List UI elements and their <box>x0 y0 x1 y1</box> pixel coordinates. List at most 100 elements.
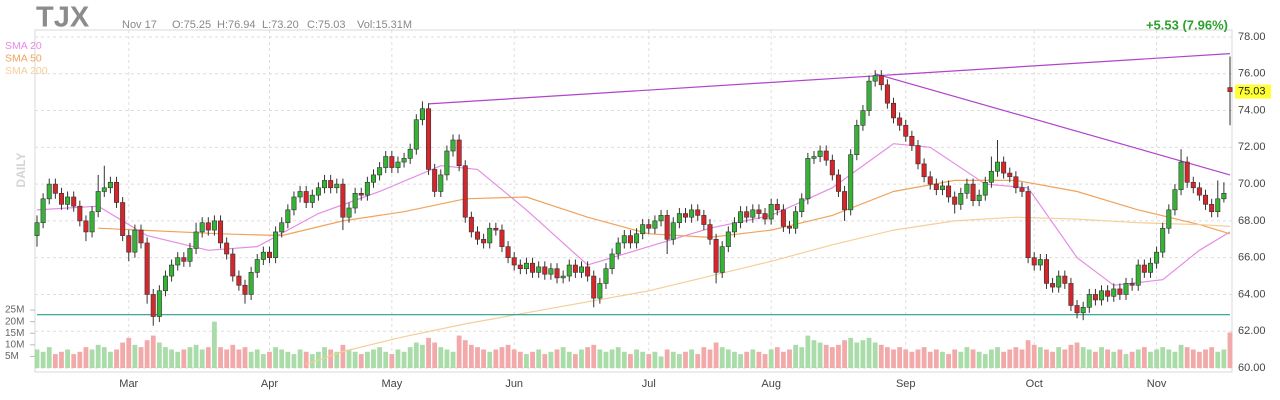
candle-body <box>1141 264 1147 273</box>
candle-body <box>560 275 566 279</box>
candle-body <box>230 253 236 277</box>
y-tick-label: 68.00 <box>1238 215 1266 227</box>
candle-body <box>474 231 480 240</box>
candle-body <box>468 216 474 233</box>
volume-bar <box>334 351 340 368</box>
volume-bar <box>676 354 682 368</box>
volume-bar <box>787 349 792 368</box>
volume-bar <box>1178 344 1184 368</box>
volume-bar <box>1123 354 1129 368</box>
price-tag-label: 75.03 <box>1238 86 1266 98</box>
candle-body <box>65 196 71 205</box>
candle-body <box>297 191 303 198</box>
volume-bar <box>59 351 64 368</box>
candle-body <box>260 251 266 260</box>
volume-bar <box>940 351 945 368</box>
candle-body <box>652 220 658 229</box>
volume-bar <box>866 337 872 368</box>
volume-bar <box>77 351 83 368</box>
change-text: +5.53 (7.96%) <box>1146 17 1228 32</box>
candle-body <box>523 262 529 269</box>
candle-body <box>585 266 591 277</box>
x-tick-label: Jun <box>505 378 523 390</box>
candle-body <box>646 224 652 229</box>
volume-bar <box>242 347 248 368</box>
candle-body <box>419 108 425 121</box>
candle-body <box>1172 189 1178 211</box>
volume-bar <box>817 342 823 368</box>
candle-body <box>138 229 144 244</box>
volume-bar <box>554 349 560 368</box>
volume-bar <box>224 349 230 368</box>
volume-bar <box>1068 344 1074 368</box>
open-text: O:75.25 <box>172 19 211 31</box>
candle-body <box>1105 290 1111 297</box>
candle-body <box>328 180 334 189</box>
volume-bar <box>438 347 444 368</box>
volume-bar <box>732 351 737 368</box>
volume-bar <box>71 354 77 368</box>
volume-bar <box>989 349 994 368</box>
candle-body <box>1196 187 1202 196</box>
volume-bar <box>352 351 358 368</box>
volume-bar <box>46 347 52 368</box>
candle-body <box>377 167 383 176</box>
trendline <box>428 53 1231 105</box>
low-text: L:73.20 <box>262 19 299 31</box>
volume-bar <box>328 349 334 368</box>
volume-bar <box>230 344 236 368</box>
volume-bar <box>297 349 303 368</box>
volume-bar <box>475 347 480 368</box>
candle-body <box>150 294 156 317</box>
candle-body <box>1068 283 1074 306</box>
volume-bar <box>1111 351 1117 368</box>
volume-bar <box>1190 349 1196 368</box>
candle-body <box>1074 305 1080 314</box>
volume-bar <box>530 351 535 368</box>
candle-body <box>878 75 884 86</box>
y-tick-label: 62.00 <box>1238 325 1266 337</box>
candle-body <box>322 180 328 189</box>
volume-bar <box>120 342 126 368</box>
candle-body <box>640 224 646 235</box>
x-tick-label: Aug <box>761 378 781 390</box>
candle-body <box>1190 181 1196 189</box>
candle-body <box>273 231 279 258</box>
volume-bar <box>915 349 921 368</box>
volume-bar <box>303 351 309 368</box>
candle-body <box>884 84 890 104</box>
candle-body <box>162 275 168 292</box>
candle-body <box>927 176 933 185</box>
volume-bar <box>762 354 768 368</box>
volume-bar <box>364 351 370 368</box>
candle-body <box>114 181 120 203</box>
candle-body <box>1154 251 1160 264</box>
volume-bar <box>1135 349 1141 368</box>
x-tick-label: May <box>381 378 402 390</box>
volume-tick-label: 15M <box>5 328 24 339</box>
volume-bar <box>640 351 646 368</box>
y-tick-label: 74.00 <box>1238 104 1266 116</box>
candle-body <box>1209 204 1215 212</box>
x-tick-label: Jul <box>642 378 656 390</box>
volume-bar <box>34 349 40 368</box>
candle-body <box>1178 161 1184 190</box>
candle-body <box>46 183 52 200</box>
volume-bar <box>1050 351 1055 368</box>
volume-bar <box>854 342 860 368</box>
high-text: H:76.94 <box>217 19 256 31</box>
volume-bar <box>615 347 621 368</box>
volume-bar <box>921 347 927 368</box>
candle-body <box>126 235 132 253</box>
candle-body <box>266 251 272 258</box>
volume-bar <box>1099 347 1104 368</box>
candle-body <box>83 220 89 233</box>
volume-bar <box>1013 347 1019 368</box>
candle-body <box>1117 288 1123 295</box>
candle-body <box>1129 283 1135 286</box>
candle-body <box>744 211 750 218</box>
candle-body <box>407 148 413 159</box>
candle-body <box>364 181 370 196</box>
close-text: C:75.03 <box>307 19 346 31</box>
candle-body <box>530 262 536 273</box>
